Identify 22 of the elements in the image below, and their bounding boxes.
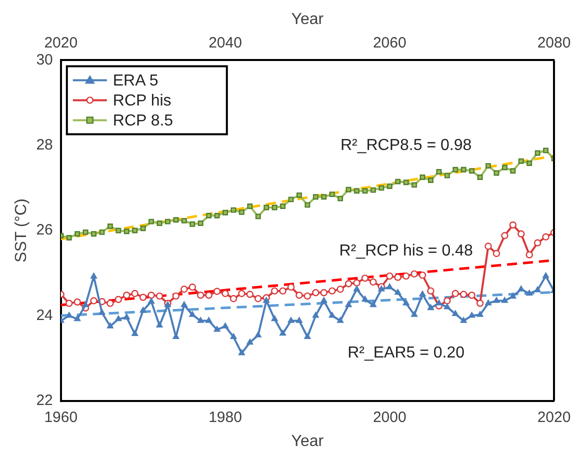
x2-tick-label: 2060 xyxy=(372,34,406,52)
y-tick-label: 30 xyxy=(36,51,53,68)
x2-tick-label: 2080 xyxy=(537,34,571,52)
legend-label: RCP 8.5 xyxy=(112,112,174,130)
legend-label: RCP his xyxy=(112,92,172,110)
legend-label: ERA 5 xyxy=(112,72,158,90)
x-tick-label: 1960 xyxy=(44,408,78,426)
x2-tick-label: 2040 xyxy=(208,34,242,52)
y-tick-label: 22 xyxy=(36,392,53,409)
y-tick-label: 28 xyxy=(36,136,53,154)
y-axis-title: SST (°C) xyxy=(13,198,30,262)
x-tick-label: 2000 xyxy=(372,408,406,426)
x-tick-label: 1980 xyxy=(208,408,242,426)
y-tick-label: 24 xyxy=(36,306,53,324)
annotation: R²_RCP his = 0.48 xyxy=(339,242,473,260)
annotation: R²_RCP8.5 = 0.98 xyxy=(340,136,472,154)
x-axis-title: Year xyxy=(291,432,324,450)
x2-axis-title: Year xyxy=(291,11,324,28)
x-tick-label: 2020 xyxy=(537,408,571,426)
x2-tick-label: 2020 xyxy=(44,34,78,52)
annotation: R²_EAR5 = 0.20 xyxy=(348,344,465,362)
y-tick-label: 26 xyxy=(36,222,53,239)
